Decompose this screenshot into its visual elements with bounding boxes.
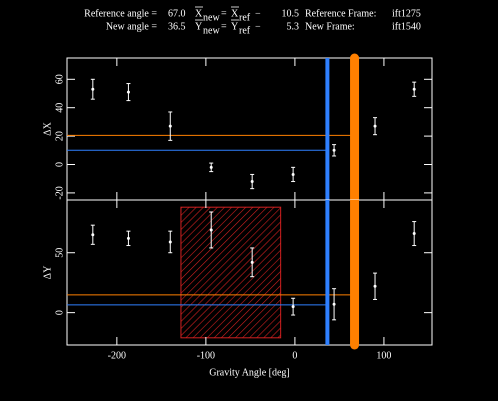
symbol: Y [231,21,238,32]
offset-value: 10.5 [282,8,300,19]
x-tick-label: -100 [197,350,215,361]
x-tick-label: 0 [292,350,297,361]
reference-angle-value: 67.0 [168,8,186,19]
point [332,148,336,152]
operator: − [255,8,261,19]
point [91,87,95,91]
y-tick-label: 40 [54,103,65,113]
point [168,124,172,128]
point [291,305,295,309]
equals: = [221,8,227,19]
point [209,165,213,169]
point [332,302,336,306]
new-angle-label: New angle = [106,21,158,32]
x-tick-label: -200 [108,350,126,361]
line-cap [350,340,360,350]
shaded-region [180,206,282,339]
subscript: new [203,25,220,36]
point [412,87,416,91]
reference-frame-value: ift1275 [392,8,421,19]
point [168,240,172,244]
y-tick-label: 0 [54,162,65,167]
point [126,90,130,94]
equals: = [221,21,227,32]
reference-angle-label: Reference angle = [84,8,157,19]
y-tick-label: 60 [54,74,65,84]
new-angle-value: 36.5 [168,21,186,32]
subscript: new [203,12,220,23]
point [291,172,295,176]
y-tick-label: 0 [54,310,65,315]
point [250,180,254,184]
reference-frame-label: Reference Frame: [305,8,376,19]
plot-frame [66,199,433,346]
point [250,260,254,264]
symbol: Y [195,21,202,32]
symbol: X [195,8,203,19]
point [91,233,95,237]
y-tick-label: 20 [54,131,65,141]
y-tick-label: -20 [54,186,65,199]
y-axis-label: ΔY [42,266,53,280]
plot-frame [66,57,433,201]
new-frame-label: New Frame: [305,21,355,32]
y-axis-label: ΔX [42,121,53,135]
point [373,124,377,128]
x-axis-label: Gravity Angle [deg] [209,367,290,378]
header: Reference angle = 67.0 New angle = 36.5 … [84,8,421,32]
offset-value: 5.3 [287,21,300,32]
panel: -20 0 20 40 60 ΔX [42,57,433,201]
subscript: ref [239,12,251,23]
y-tick-label: 50 [54,248,65,258]
symbol: X [231,8,239,19]
x-tick-label: 100 [376,350,391,361]
point [209,228,213,232]
line-cap [350,53,360,63]
new-frame-value: ift1540 [392,21,421,32]
subscript: ref [239,25,251,36]
point [373,284,377,288]
point [126,236,130,240]
operator: − [255,21,261,32]
point [412,232,416,236]
